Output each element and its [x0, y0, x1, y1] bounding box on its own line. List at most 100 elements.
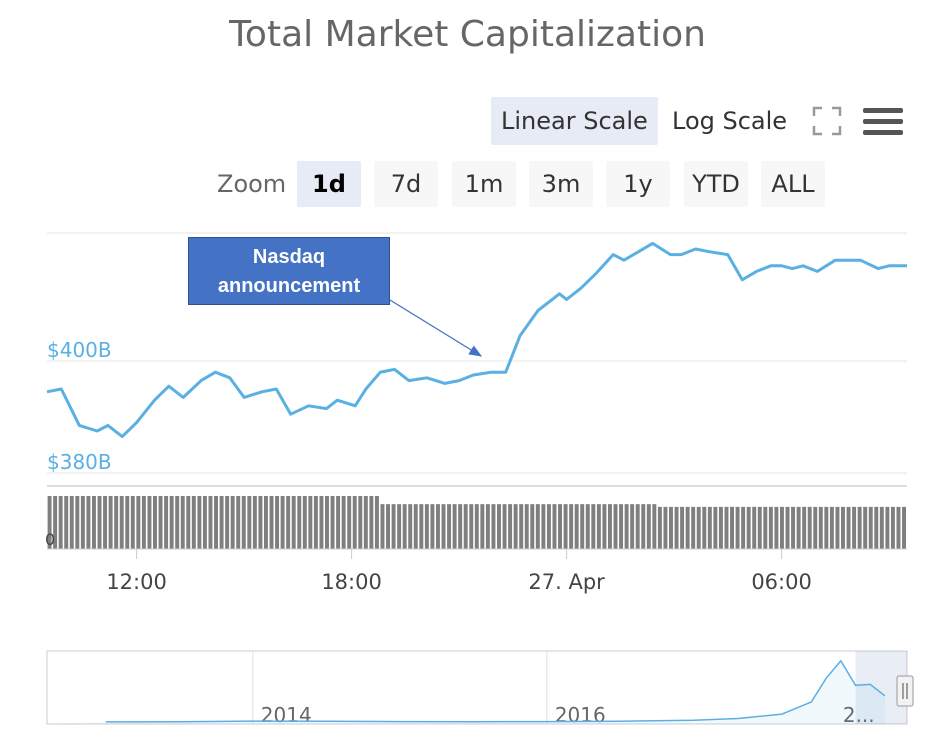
volume-bar	[779, 506, 784, 549]
volume-bar	[613, 504, 618, 549]
linear-scale-button[interactable]: Linear Scale	[491, 97, 658, 145]
volume-bar	[219, 496, 224, 549]
volume-bar	[757, 506, 762, 549]
x-tick-label: 18:00	[321, 570, 382, 594]
volume-bar	[463, 504, 468, 549]
volume-bar	[530, 504, 535, 549]
volume-bar	[624, 504, 629, 549]
volume-bar	[313, 496, 318, 549]
volume-bar	[53, 496, 58, 549]
volume-bar	[164, 496, 169, 549]
volume-bar	[191, 496, 196, 549]
volume-bar	[280, 496, 285, 549]
volume-bar	[546, 504, 551, 549]
volume-bar	[336, 496, 341, 549]
volume-bar	[535, 504, 540, 549]
volume-bar	[474, 504, 479, 549]
zoom-ytd-button[interactable]: YTD	[684, 161, 748, 207]
volume-bar	[863, 506, 868, 549]
volume-bar	[180, 496, 185, 549]
volume-bar	[741, 506, 746, 549]
hamburger-menu-icon[interactable]	[863, 106, 903, 138]
volume-zero-label: 0	[45, 530, 55, 549]
volume-bar	[630, 504, 635, 549]
volume-bar	[91, 496, 96, 549]
volume-bar	[435, 504, 440, 549]
market-cap-line	[46, 241, 907, 439]
volume-bar	[696, 506, 701, 549]
fullscreen-icon[interactable]	[812, 106, 842, 136]
volume-bar	[408, 504, 413, 549]
volume-bar	[108, 496, 113, 549]
zoom-1m-button[interactable]: 1m	[452, 161, 516, 207]
volume-bar	[635, 504, 640, 549]
volume-bar	[524, 504, 529, 549]
volume-bar	[669, 506, 673, 549]
navigator-year-label: 2014	[261, 703, 312, 727]
volume-bar	[75, 496, 80, 549]
zoom-label: Zoom	[217, 170, 287, 198]
volume-bar	[380, 504, 385, 549]
volume-bar	[352, 496, 357, 549]
volume-bar	[607, 504, 612, 549]
volume-bar	[236, 496, 241, 549]
volume-bar	[652, 504, 657, 549]
chart-title: Total Market Capitalization	[229, 14, 706, 55]
volume-bar	[824, 506, 829, 549]
volume-bar	[752, 506, 757, 549]
volume-bar	[197, 496, 202, 549]
volume-bar	[247, 496, 252, 549]
zoom-3m-button[interactable]: 3m	[529, 161, 593, 207]
volume-bar	[508, 504, 513, 549]
zoom-1d-button[interactable]: 1d	[297, 161, 361, 207]
volume-bar	[846, 506, 851, 549]
zoom-1y-button[interactable]: 1y	[606, 161, 670, 207]
volume-bar	[563, 504, 568, 549]
volume-bar	[569, 504, 574, 549]
volume-bar	[69, 496, 74, 549]
zoom-all-button[interactable]: ALL	[761, 161, 825, 207]
volume-bar	[552, 504, 557, 549]
log-scale-button[interactable]: Log Scale	[672, 107, 788, 135]
volume-bar	[519, 504, 524, 549]
volume-bar	[97, 496, 102, 549]
volume-bar	[125, 496, 130, 549]
volume-bar	[291, 496, 296, 549]
volume-bar	[619, 504, 624, 549]
navigator-line	[105, 659, 886, 723]
volume-bar	[713, 506, 718, 549]
volume-bar	[768, 506, 773, 549]
volume-bar	[591, 504, 596, 549]
volume-bar	[818, 506, 823, 549]
volume-bar	[857, 506, 862, 549]
volume-bar	[153, 496, 157, 549]
volume-bar	[175, 496, 180, 549]
annotation-arrow	[389, 299, 483, 357]
volume-bar	[402, 504, 407, 549]
volume-bar	[657, 506, 662, 549]
volume-bar	[147, 496, 152, 549]
volume-bar	[269, 496, 274, 549]
x-tick-label: 12:00	[106, 570, 167, 594]
volume-bar	[735, 506, 740, 549]
volume-bar	[413, 504, 418, 549]
volume-bar	[169, 496, 174, 549]
volume-bar	[685, 506, 690, 549]
navigator-handle	[896, 675, 914, 707]
volume-bar	[458, 504, 463, 549]
volume-bar	[596, 504, 601, 549]
volume-bar	[746, 506, 751, 549]
volume-bar	[646, 504, 651, 549]
volume-bar	[208, 496, 213, 549]
volume-bar	[663, 506, 668, 549]
volume-bar	[325, 496, 329, 549]
volume-bar	[707, 506, 712, 549]
volume-bar	[585, 504, 590, 549]
navigator-area	[47, 660, 885, 724]
annotation-line-2: announcement	[217, 275, 361, 297]
volume-bar	[47, 496, 52, 549]
zoom-7d-button[interactable]: 7d	[374, 161, 438, 207]
volume-bar	[369, 496, 374, 549]
volume-bar	[286, 496, 291, 549]
